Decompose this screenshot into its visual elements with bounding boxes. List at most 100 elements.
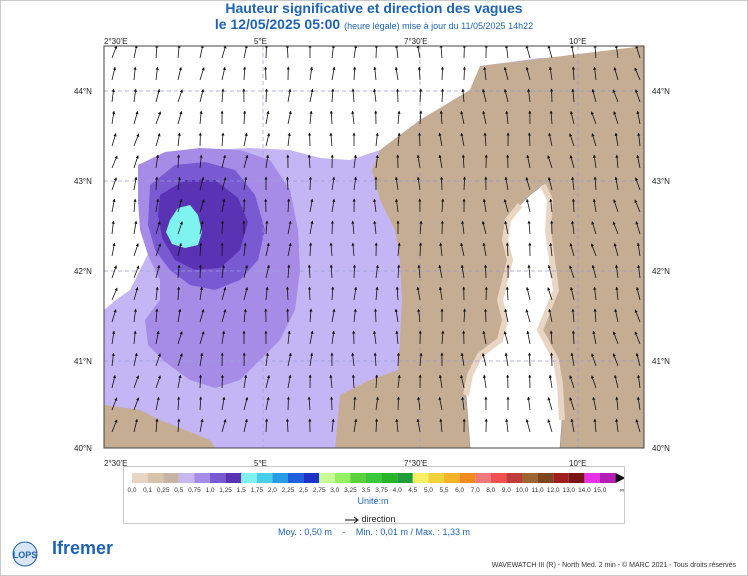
wave-direction-arrow [264,88,269,103]
wave-direction-arrow [309,66,314,81]
wave-direction-arrow [441,330,445,345]
right-lat-label-2: 42°N [652,267,670,276]
wave-direction-arrow [592,330,597,345]
legend-swatch [381,473,398,483]
wave-direction-arrow [221,132,225,147]
wave-direction-arrow [547,176,553,191]
wave-direction-arrow [329,242,333,257]
page-title: Hauteur significative et direction des v… [225,0,523,16]
wave-direction-arrow [199,242,203,257]
wave-direction-arrow [416,286,421,301]
wave-direction-arrow [460,352,465,367]
wave-direction-arrow [221,176,227,191]
wave-direction-arrow [331,88,335,103]
wave-direction-arrow [637,264,641,279]
wave-direction-arrow [504,220,509,235]
wave-direction-arrow [462,176,467,191]
wave-direction-arrow [549,242,553,257]
wave-direction-arrow [287,88,292,103]
lops-logo: LOPS [12,541,38,567]
wave-direction-arrow [569,110,575,125]
wave-direction-arrow [438,154,443,169]
stat-moy: Moy. : 0,50 m [278,527,332,537]
wave-direction-arrow [547,46,553,59]
wave-direction-arrow [418,242,423,257]
wave-direction-arrow [155,264,161,279]
wave-direction-arrow [221,308,227,323]
wave-direction-arrow [199,67,205,81]
wave-direction-arrow [482,330,487,345]
wave-direction-arrow [527,220,531,235]
wave-direction-arrow [287,110,292,125]
wave-direction-arrow [416,176,421,191]
legend-label: 9,0 [502,487,511,494]
wave-direction-arrow [615,264,619,279]
wave-direction-arrow [395,46,399,59]
wave-direction-arrow [111,155,118,169]
wave-direction-arrow [438,374,443,389]
wave-direction-arrow [614,132,619,147]
wave-direction-arrow [177,242,182,257]
wave-direction-arrow [505,110,509,125]
top-lon-label-1: 5°E [254,37,267,46]
wave-direction-arrow [264,46,268,59]
wave-direction-arrow [177,89,183,103]
wave-direction-arrow [397,374,401,389]
wave-direction-arrow [482,374,487,389]
wave-direction-arrow [571,330,575,345]
lops-text: LOPS [13,550,38,560]
legend-swatch [241,473,257,483]
wave-direction-arrow [155,308,159,323]
wave-direction-arrow [351,352,355,367]
legend-swatch [475,473,491,483]
wave-direction-arrow [287,352,292,367]
wave-direction-arrow [592,154,597,169]
wave-direction-arrow [177,66,182,81]
legend-label: 0,25 [157,487,170,494]
wave-direction-arrow [111,330,116,345]
wave-direction-arrow [111,242,116,257]
wave-direction-arrow [330,220,334,235]
wave-direction-arrow [439,46,443,59]
wave-direction-arrow [613,111,619,125]
wave-direction-arrow [329,264,333,279]
wave-direction-arrow [375,264,379,279]
wave-direction-arrow [285,176,290,191]
legend-swatch [147,473,164,483]
wave-direction-arrow [438,396,443,411]
wave-direction-arrow [353,396,357,411]
wave-direction-arrow [395,418,399,433]
legend-swatch [568,473,585,483]
wave-direction-arrow [527,132,532,147]
wave-direction-arrow [220,220,225,235]
wave-direction-arrow [614,46,619,59]
wave-direction-arrow [460,242,465,257]
wave-direction-arrow [243,396,249,411]
wave-direction-arrow [634,309,641,323]
wave-direction-arrow [569,265,575,279]
legend-swatch [225,473,242,483]
legend-swatch [506,473,522,483]
wave-direction-arrow [613,242,619,257]
wave-direction-arrow [375,374,379,389]
wave-direction-arrow [569,133,575,147]
wave-direction-arrow [525,418,531,433]
wave-direction-arrow [548,66,553,81]
top-lon-label-0: 2°30'E [104,37,127,46]
legend-label: 0,75 [188,487,201,494]
wave-direction-arrow [571,66,575,81]
wave-direction-arrow [243,308,247,323]
wave-direction-arrow [287,374,292,389]
wave-direction-arrow [111,374,116,389]
wave-direction-arrow [111,352,115,367]
wave-direction-arrow [286,396,290,411]
wave-direction-arrow [483,132,487,147]
wave-direction-arrow [525,176,531,191]
wave-direction-arrow [635,221,641,235]
left-lat-label-1: 43°N [74,177,92,186]
legend-label: 13,0 [562,487,575,494]
wave-direction-arrow [133,133,140,147]
wave-direction-arrow [615,286,619,301]
wave-direction-arrow [243,374,248,389]
wave-direction-arrow [265,286,269,301]
